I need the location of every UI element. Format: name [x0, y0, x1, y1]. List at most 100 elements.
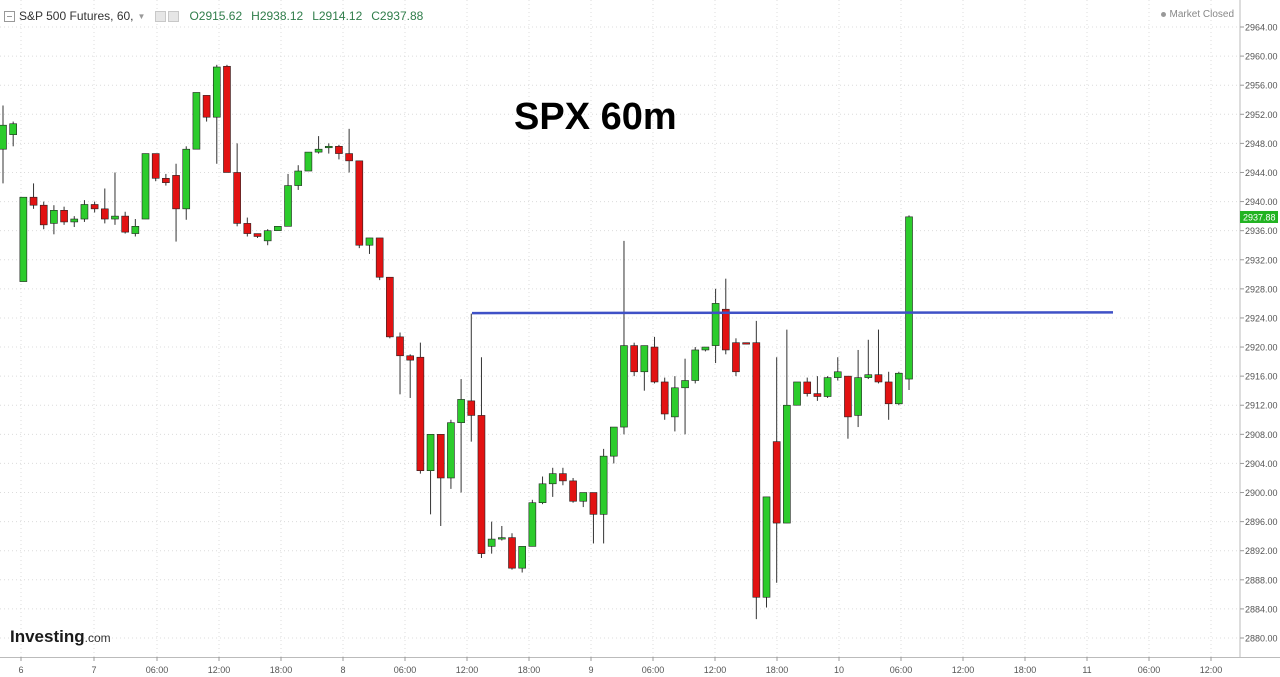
candle-body: [783, 404, 791, 524]
candle-body: [355, 160, 364, 246]
candle-body: [447, 422, 455, 479]
candle-body: [9, 123, 17, 135]
candle-body: [640, 345, 649, 373]
candle-body: [711, 303, 720, 346]
investing-logo[interactable]: Investing.com: [10, 627, 111, 647]
x-tick-label: 18:00: [270, 665, 293, 675]
y-tick-label: 2912.00: [1245, 401, 1278, 411]
x-tick-label: 12:00: [456, 665, 479, 675]
candle-body: [508, 537, 516, 569]
candle-body: [620, 345, 628, 428]
candle-body: [538, 483, 547, 504]
candle-body: [50, 210, 58, 224]
candle-body: [90, 204, 99, 210]
candle-body: [701, 346, 710, 351]
candle-body: [192, 92, 201, 150]
candle-body: [243, 223, 252, 234]
candle-body: [202, 95, 211, 118]
candle-body: [609, 426, 618, 457]
candle-body: [121, 215, 129, 233]
candle-body: [762, 496, 771, 598]
candle-body: [752, 342, 761, 598]
candle-body: [182, 148, 191, 210]
y-tick-label: 2888.00: [1245, 575, 1278, 585]
candle-body: [467, 400, 476, 416]
candle-body: [518, 546, 526, 569]
candle-body: [457, 399, 465, 423]
candle-body: [823, 377, 832, 397]
y-tick-label: 2964.00: [1245, 23, 1278, 33]
x-tick-label: 8: [340, 665, 345, 675]
high-value: H2938.12: [251, 9, 304, 23]
market-status: Market Closed: [1160, 9, 1234, 20]
candle-body: [833, 371, 842, 378]
y-tick-label: 2880.00: [1245, 634, 1278, 644]
y-tick-label: 2948.00: [1245, 139, 1278, 149]
y-tick-label: 2884.00: [1245, 604, 1278, 614]
candle-body: [111, 215, 119, 220]
candle-body: [721, 308, 730, 351]
candle-body: [101, 208, 109, 220]
candle-body: [162, 177, 170, 183]
candle-body: [477, 415, 486, 554]
chart-annotation: SPX 60m: [514, 96, 677, 138]
candle-body: [80, 204, 89, 220]
candle-body: [793, 381, 801, 406]
candle-body: [548, 473, 557, 485]
y-tick-label: 2908.00: [1245, 430, 1278, 440]
candle-body: [559, 473, 567, 482]
candle-body: [671, 387, 679, 418]
candle-body: [681, 380, 689, 389]
candle-body: [660, 381, 669, 415]
y-tick-label: 2896.00: [1245, 517, 1278, 527]
close-icon[interactable]: [168, 10, 180, 22]
status-dot-icon: [1160, 11, 1166, 17]
x-tick-label: 06:00: [146, 665, 169, 675]
x-tick-label: 6: [18, 665, 23, 675]
candle-body: [396, 336, 404, 357]
y-tick-label: 2892.00: [1245, 546, 1278, 556]
candle-body: [324, 145, 333, 149]
logo-suffix-text: .com: [84, 631, 111, 645]
candle-body: [335, 145, 343, 154]
candle-body: [141, 153, 150, 220]
last-price-label: 2937.88: [1243, 212, 1276, 222]
market-status-text: Market Closed: [1169, 9, 1234, 20]
x-tick-label: 7: [91, 665, 96, 675]
symbol-title[interactable]: S&P 500 Futures, 60,: [19, 9, 134, 23]
candle-body: [691, 349, 700, 381]
x-tick-label: 12:00: [1200, 665, 1223, 675]
x-tick-label: 18:00: [518, 665, 541, 675]
x-tick-label: 06:00: [1138, 665, 1161, 675]
candle-body: [0, 124, 7, 150]
candle-body: [131, 226, 140, 234]
y-tick-label: 2936.00: [1245, 226, 1278, 236]
candle-body: [39, 204, 48, 226]
candle-body: [854, 377, 862, 416]
y-tick-label: 2952.00: [1245, 110, 1278, 120]
y-tick-label: 2928.00: [1245, 284, 1278, 294]
settings-icon[interactable]: [155, 10, 167, 22]
x-tick-label: 9: [588, 665, 593, 675]
candle-body: [813, 393, 822, 397]
candle-body: [772, 441, 781, 524]
y-tick-label: 2904.00: [1245, 459, 1278, 469]
x-tick-label: 11: [1082, 665, 1091, 675]
dropdown-icon[interactable]: ▼: [137, 11, 146, 21]
chart-toggle-icon[interactable]: [4, 10, 15, 22]
candle-body: [274, 226, 282, 231]
y-tick-label: 2944.00: [1245, 168, 1278, 178]
y-tick-label: 2960.00: [1245, 52, 1278, 62]
candle-body: [487, 538, 496, 547]
candle-body: [803, 381, 812, 394]
candle-body: [375, 237, 384, 278]
candle-body: [844, 375, 852, 418]
candle-body: [630, 345, 638, 373]
candle-body: [579, 492, 588, 502]
candle-body: [253, 233, 262, 237]
candle-body: [233, 172, 241, 224]
x-tick-label: 18:00: [766, 665, 789, 675]
candle-body: [436, 434, 445, 479]
chart-header: S&P 500 Futures, 60, ▼ O2915.62 H2938.12…: [0, 0, 423, 32]
